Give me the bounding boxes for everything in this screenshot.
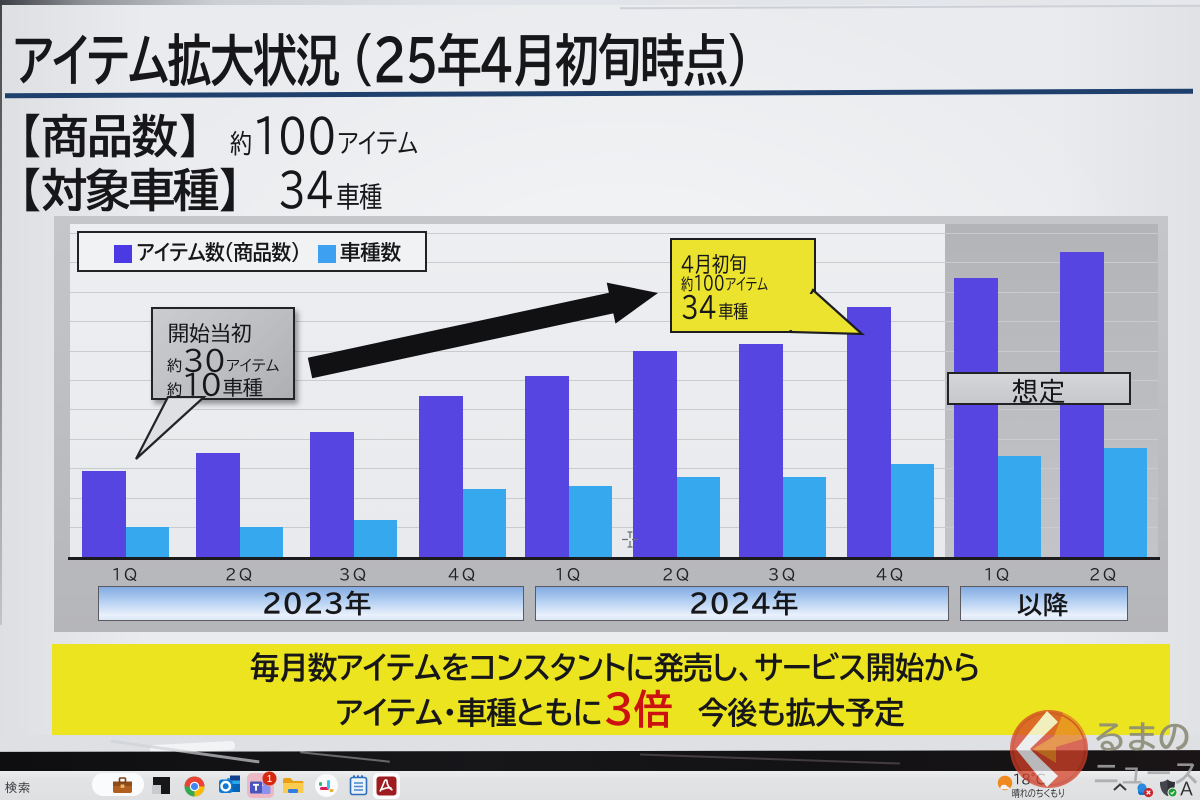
- svg-text:1: 1: [267, 774, 273, 785]
